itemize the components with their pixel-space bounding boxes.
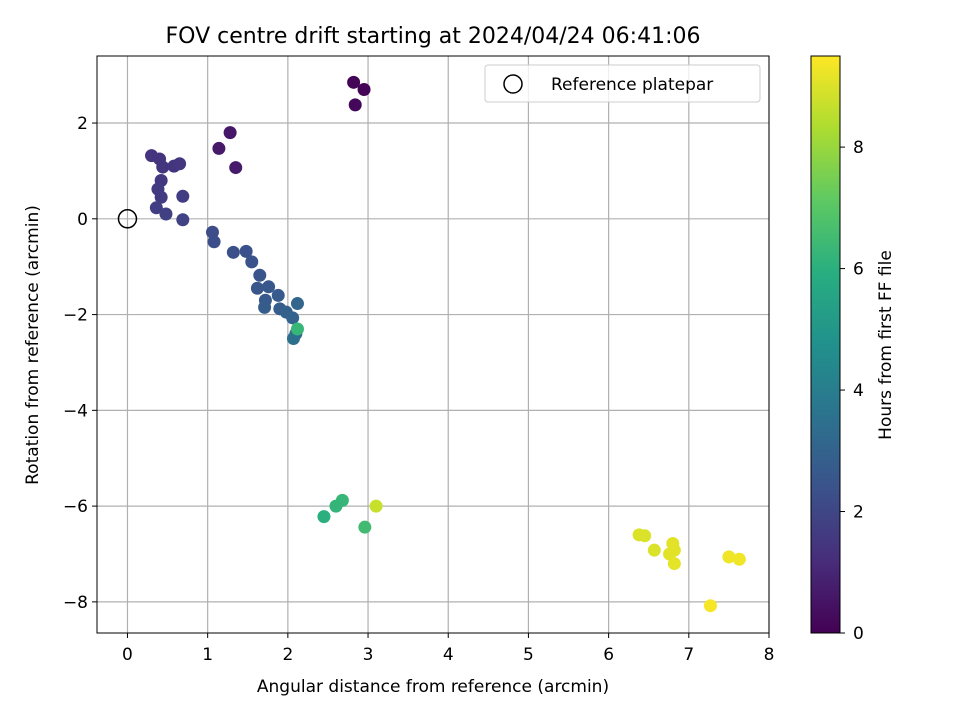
y-tick-label: −2 [63,306,88,326]
data-point [229,161,243,175]
grid-lines [97,56,770,633]
data-point [286,311,300,325]
colorbar-tick-label: 8 [853,138,864,158]
data-point [663,547,677,561]
x-axis-ticks: 0 1 2 3 4 5 6 7 8 [122,633,774,665]
legend: Reference platepar [484,64,761,103]
data-point [207,235,221,249]
data-point [357,83,371,97]
x-tick-label: 0 [122,645,133,665]
data-point [732,552,746,566]
x-tick-label: 3 [363,645,374,665]
data-point [358,520,372,534]
x-tick-label: 8 [764,645,775,665]
data-point [647,543,661,557]
x-tick-label: 7 [683,645,694,665]
data-point [271,288,285,302]
x-tick-label: 6 [603,645,614,665]
data-point [159,207,173,221]
data-point [212,141,226,155]
data-point [290,322,304,336]
scatter-points [145,75,746,613]
reference-platepar-marker [117,209,138,229]
colorbar-gradient [810,55,841,634]
y-axis-ticks: −8 −6 −4 −2 0 2 [63,114,97,613]
y-tick-label: 0 [77,210,88,230]
data-point [156,160,170,174]
colorbar: 0 2 4 6 8 Hours from first FF file [810,55,896,644]
data-point [258,300,272,314]
colorbar-ticks: 0 2 4 6 8 [840,138,864,644]
x-axis-label: Angular distance from reference (arcmin) [257,677,609,697]
data-point [348,98,362,112]
data-point [223,126,237,140]
chart-title: FOV centre drift starting at 2024/04/24 … [166,24,701,49]
data-point [317,510,331,524]
legend-reference-icon [503,74,523,94]
data-point [347,75,361,89]
x-tick-label: 2 [282,645,293,665]
y-tick-label: 2 [77,114,88,134]
colorbar-label: Hours from first FF file [876,250,896,440]
data-point [176,189,190,203]
data-point [722,550,736,564]
x-tick-label: 5 [523,645,534,665]
x-tick-label: 4 [443,645,454,665]
data-point [154,190,168,204]
data-point [226,245,240,259]
data-point [369,499,383,513]
y-tick-label: −6 [63,497,88,517]
data-point [329,499,343,513]
legend-label: Reference platepar [551,75,713,95]
data-point [638,529,652,543]
colorbar-tick-label: 2 [853,503,864,523]
data-point [173,157,187,171]
legend-box [484,64,761,103]
data-point [239,244,253,258]
y-tick-label: −8 [63,593,88,613]
plot-frame [96,55,770,634]
data-point [667,557,681,571]
x-tick-label: 1 [202,645,213,665]
data-point [250,281,264,295]
data-point [290,297,304,311]
y-tick-label: −4 [63,401,88,421]
colorbar-tick-label: 6 [853,260,864,280]
data-point [245,255,259,269]
y-axis-label: Rotation from reference (arcmin) [23,205,43,485]
data-point [703,599,717,613]
data-point [176,213,190,227]
data-point [205,225,219,239]
data-point [253,268,267,282]
colorbar-tick-label: 4 [853,381,864,401]
data-point [262,280,276,294]
colorbar-tick-label: 0 [853,624,864,644]
data-point [149,201,163,215]
